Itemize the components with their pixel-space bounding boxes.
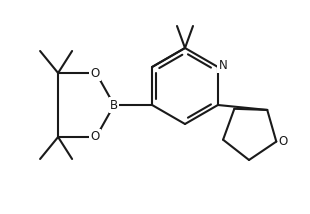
Text: O: O: [279, 135, 288, 148]
Text: N: N: [219, 58, 227, 71]
Text: O: O: [91, 131, 100, 144]
Text: B: B: [110, 98, 118, 111]
Text: O: O: [91, 67, 100, 79]
